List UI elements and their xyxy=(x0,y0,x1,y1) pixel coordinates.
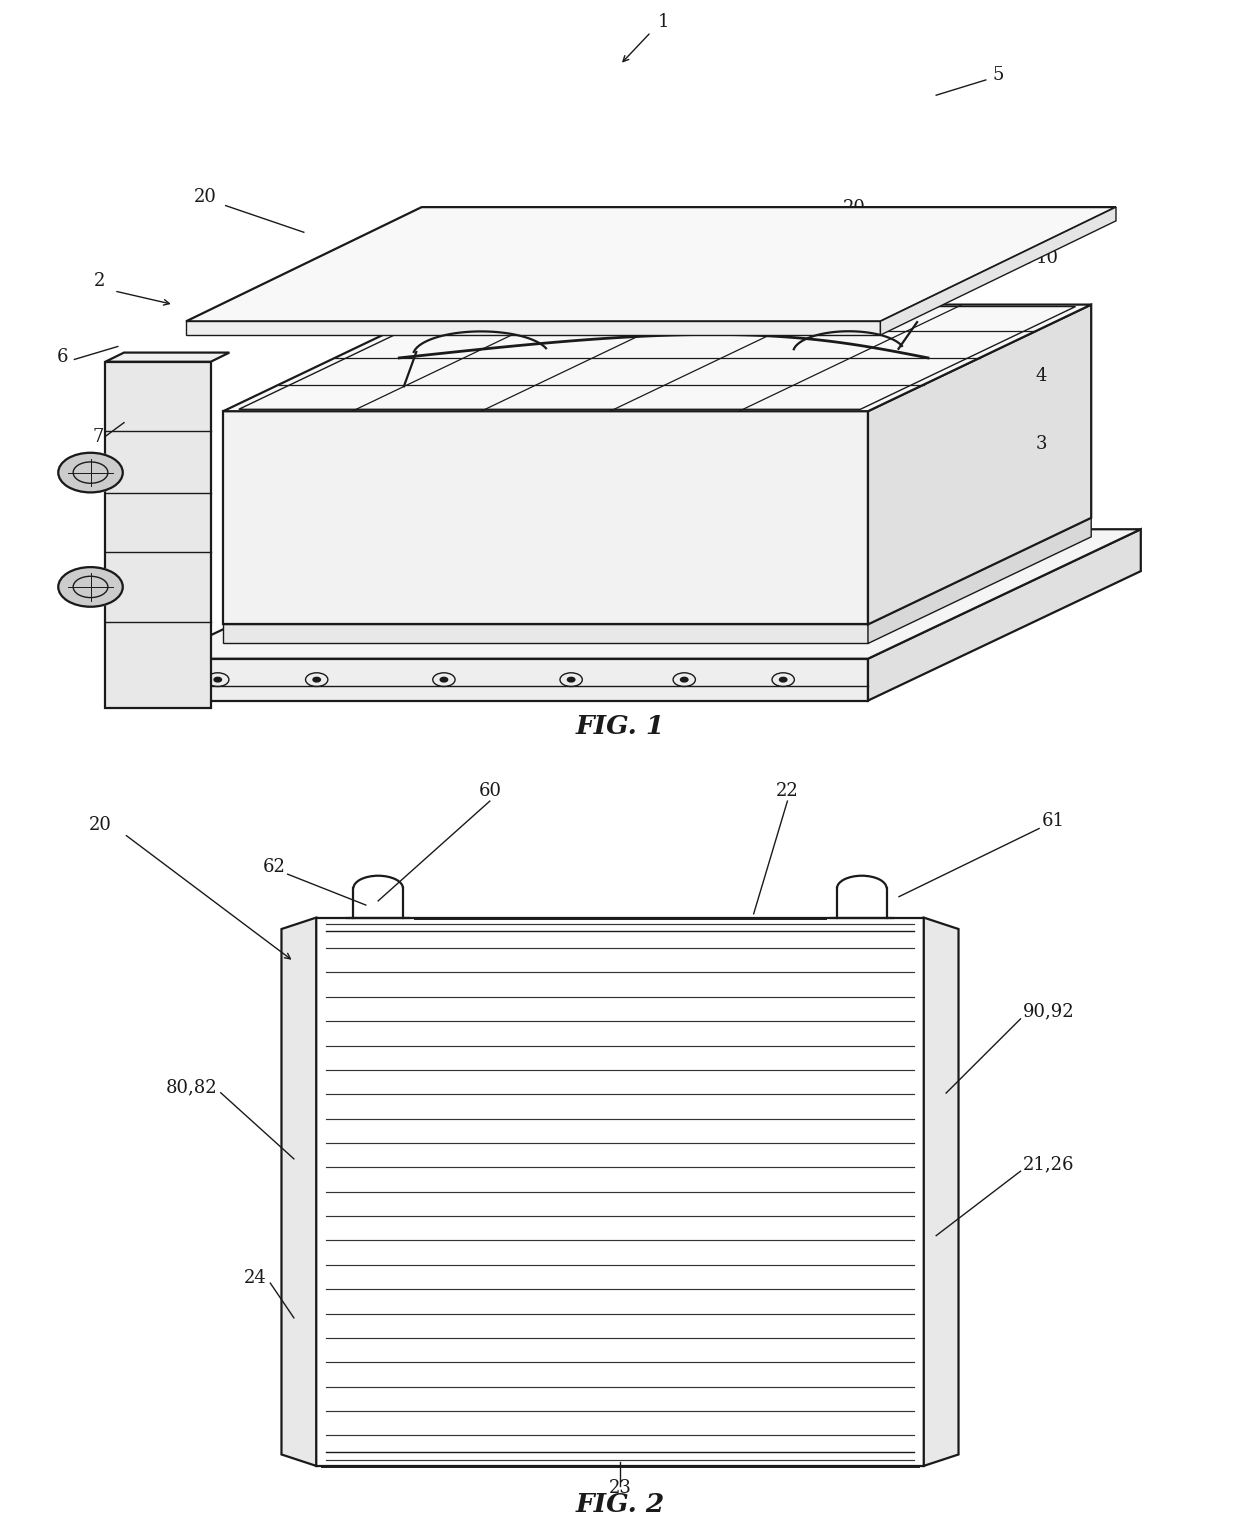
Polygon shape xyxy=(186,321,880,335)
Polygon shape xyxy=(223,624,868,643)
Polygon shape xyxy=(924,917,959,1465)
Text: 62: 62 xyxy=(263,857,285,876)
Text: 6: 6 xyxy=(57,347,68,366)
Polygon shape xyxy=(316,917,924,1465)
Text: 10: 10 xyxy=(1035,248,1059,267)
Text: 80,82: 80,82 xyxy=(165,1078,217,1097)
Text: 3: 3 xyxy=(1035,436,1047,454)
Polygon shape xyxy=(868,530,1141,701)
Polygon shape xyxy=(281,917,316,1465)
Text: 60: 60 xyxy=(479,781,501,800)
Text: 1: 1 xyxy=(657,12,670,30)
Polygon shape xyxy=(223,411,868,624)
Text: 24: 24 xyxy=(244,1269,267,1287)
Text: 22: 22 xyxy=(776,781,799,800)
Text: 2: 2 xyxy=(94,271,105,289)
Circle shape xyxy=(780,678,787,682)
Circle shape xyxy=(215,678,222,682)
Text: 20: 20 xyxy=(89,816,112,835)
Text: 20: 20 xyxy=(843,200,866,218)
Polygon shape xyxy=(868,305,1091,624)
Circle shape xyxy=(58,452,123,492)
Text: FIG. 2: FIG. 2 xyxy=(575,1493,665,1517)
Polygon shape xyxy=(105,353,229,362)
Text: FIG. 1: FIG. 1 xyxy=(575,714,665,739)
Circle shape xyxy=(58,567,123,606)
Circle shape xyxy=(681,678,688,682)
Text: 7: 7 xyxy=(93,428,104,446)
Text: 5: 5 xyxy=(992,65,1003,84)
Text: 20: 20 xyxy=(195,187,217,206)
Circle shape xyxy=(312,678,320,682)
Text: 21,26: 21,26 xyxy=(1023,1154,1075,1173)
Text: 61: 61 xyxy=(1042,812,1065,830)
Text: 90,92: 90,92 xyxy=(1023,1002,1075,1020)
Text: 23: 23 xyxy=(609,1479,631,1497)
Polygon shape xyxy=(223,305,1091,411)
Polygon shape xyxy=(105,362,211,708)
Polygon shape xyxy=(186,207,1116,321)
Circle shape xyxy=(568,678,575,682)
Polygon shape xyxy=(868,518,1091,643)
Polygon shape xyxy=(161,658,868,701)
Polygon shape xyxy=(880,207,1116,335)
Circle shape xyxy=(440,678,448,682)
Text: 4: 4 xyxy=(1035,367,1047,385)
Polygon shape xyxy=(161,530,1141,658)
